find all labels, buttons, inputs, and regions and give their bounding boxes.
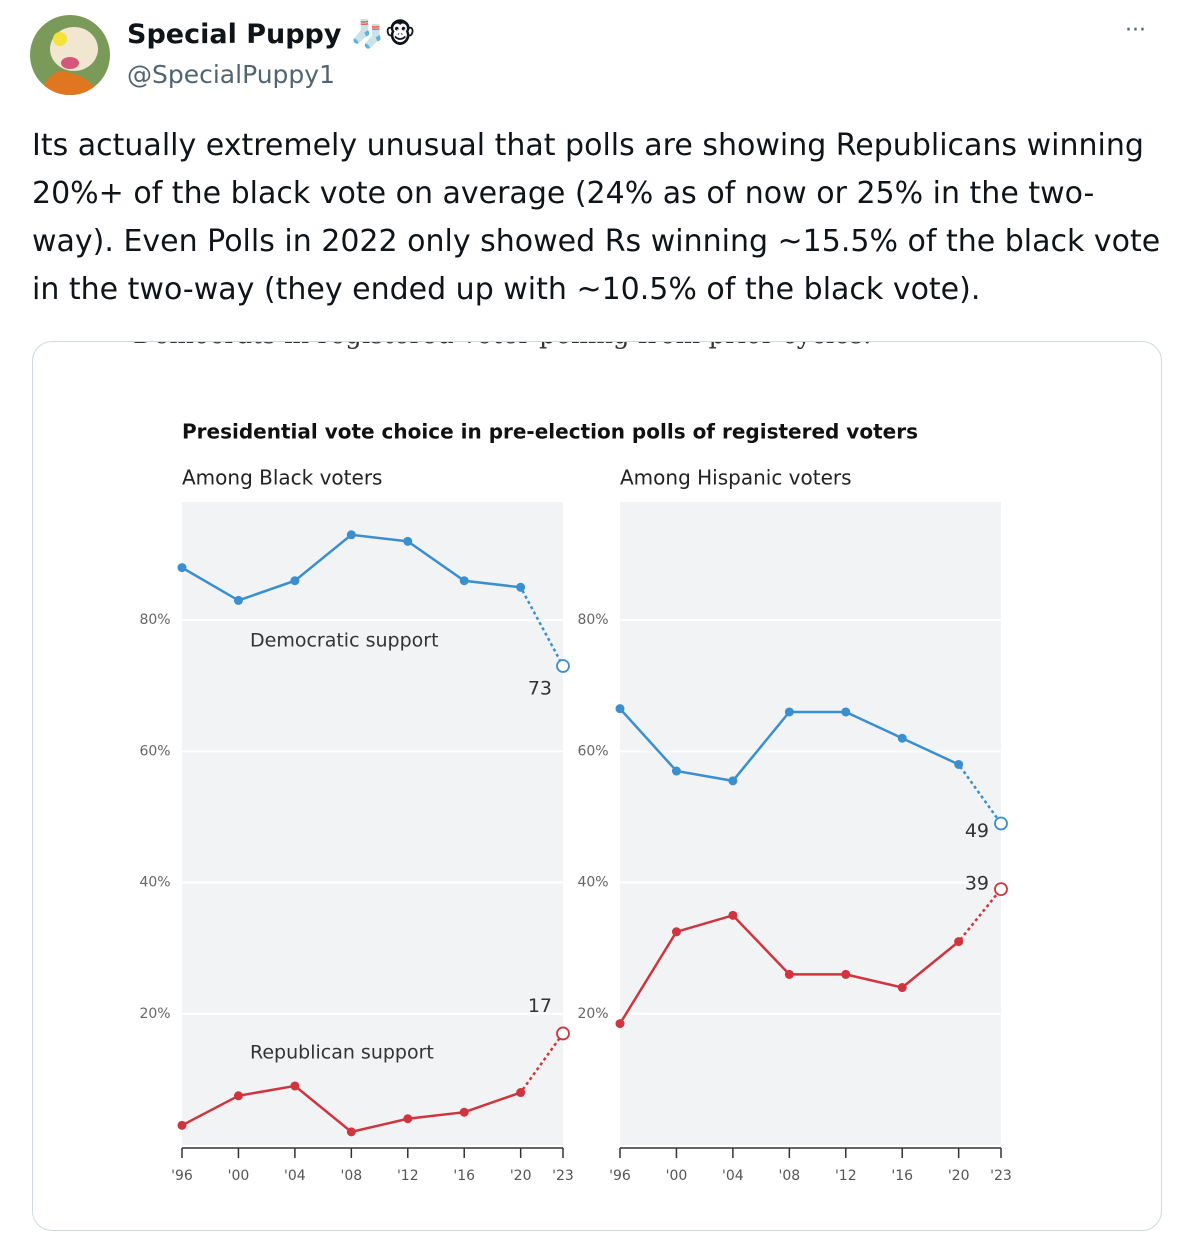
- data-point: [346, 1127, 356, 1137]
- value-label: 17: [528, 995, 552, 1017]
- avatar-image: [30, 15, 110, 95]
- data-point: [556, 1026, 570, 1041]
- data-point: [784, 969, 794, 979]
- author-handle[interactable]: @SpecialPuppy1: [127, 60, 335, 89]
- x-tick-label: '12: [835, 1168, 857, 1184]
- chart-subtitle: Among Hispanic voters: [620, 466, 852, 490]
- x-tick-label: '23: [552, 1168, 574, 1184]
- avatar[interactable]: [30, 15, 110, 95]
- x-tick-label: '20: [510, 1168, 532, 1184]
- x-tick-label: '96: [609, 1168, 631, 1184]
- series-line: [618, 913, 959, 1025]
- data-point: [671, 766, 681, 776]
- data-point: [556, 659, 570, 673]
- data-point: [728, 910, 738, 920]
- plot-background: [620, 502, 1001, 1145]
- x-tick-label: '20: [948, 1168, 970, 1184]
- data-point: [516, 582, 526, 592]
- series-label: Democratic support: [250, 630, 439, 652]
- data-point: [233, 595, 243, 605]
- y-tick-label: 80%: [139, 612, 170, 628]
- caption-fragment: Democrats in registered voter polling fr…: [133, 342, 871, 350]
- x-tick-label: '16: [891, 1168, 913, 1184]
- series-line: [619, 707, 959, 783]
- data-point: [897, 733, 907, 743]
- value-label: 73: [528, 678, 552, 700]
- data-point: [994, 816, 1008, 831]
- series-line: [181, 1084, 521, 1134]
- x-tick-label: '04: [284, 1168, 306, 1184]
- data-point: [954, 937, 964, 947]
- value-label: 49: [965, 820, 989, 842]
- y-tick-label: 60%: [139, 743, 170, 759]
- data-point: [897, 983, 907, 993]
- data-point: [459, 1107, 469, 1117]
- data-point: [177, 1120, 187, 1130]
- x-tick-label: '12: [397, 1168, 419, 1184]
- data-point: [516, 1088, 526, 1098]
- x-tick-label: '96: [171, 1168, 193, 1184]
- data-point: [994, 882, 1008, 897]
- plot-background: [182, 502, 563, 1145]
- x-tick-label: '23: [990, 1168, 1012, 1184]
- data-point: [290, 576, 300, 586]
- data-point: [233, 1091, 243, 1101]
- series-label: Republican support: [250, 1042, 434, 1064]
- x-tick-label: '00: [666, 1168, 688, 1184]
- data-point: [615, 704, 625, 714]
- x-tick-label: '04: [722, 1168, 744, 1184]
- x-tick-label: '08: [778, 1168, 800, 1184]
- data-point: [403, 1114, 413, 1124]
- data-point: [784, 707, 794, 717]
- y-tick-label: 40%: [139, 875, 170, 891]
- x-tick-label: '00: [228, 1168, 250, 1184]
- data-point: [615, 1019, 625, 1029]
- data-point: [177, 563, 187, 573]
- more-button[interactable]: ···: [1125, 18, 1146, 43]
- data-point: [346, 530, 356, 540]
- y-tick-label: 40%: [577, 875, 608, 891]
- author-emoji: 🧦🐵: [350, 19, 416, 50]
- media-card[interactable]: Democrats in registered voter polling fr…: [32, 341, 1162, 1231]
- y-tick-label: 80%: [577, 612, 608, 628]
- data-point: [671, 927, 681, 937]
- x-tick-label: '16: [453, 1168, 475, 1184]
- value-label: 39: [965, 873, 989, 895]
- chart-title: Presidential vote choice in pre-election…: [182, 420, 918, 444]
- y-tick-label: 20%: [139, 1006, 170, 1022]
- data-point: [290, 1081, 300, 1091]
- author-name[interactable]: Special Puppy 🧦🐵: [127, 18, 416, 50]
- y-tick-label: 20%: [577, 1006, 608, 1022]
- data-point: [403, 536, 413, 546]
- data-point: [841, 969, 851, 979]
- data-point: [728, 776, 738, 786]
- y-tick-label: 60%: [577, 743, 608, 759]
- data-point: [954, 759, 964, 769]
- data-point: [841, 707, 851, 717]
- chart-subtitle: Among Black voters: [182, 466, 382, 490]
- tweet-text: Its actually extremely unusual that poll…: [32, 128, 1161, 307]
- series-line: [181, 533, 521, 602]
- author-name-text: Special Puppy: [127, 19, 342, 50]
- data-point: [459, 576, 469, 586]
- x-tick-label: '08: [340, 1168, 362, 1184]
